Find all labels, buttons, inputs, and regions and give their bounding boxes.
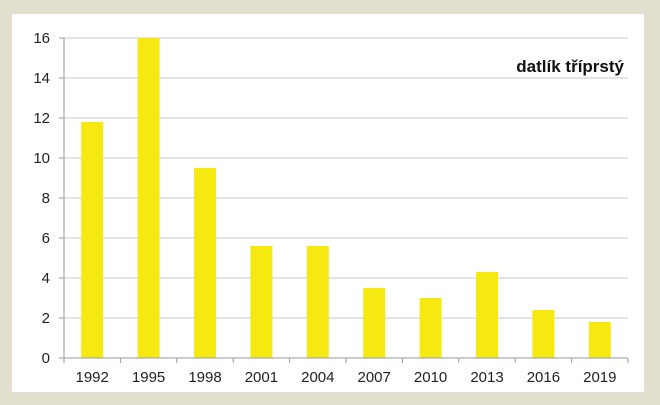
bars <box>81 38 611 358</box>
y-tick-label: 6 <box>42 230 50 247</box>
bar-chart: 0 2 4 6 8 10 12 14 16 1992 1995 1998 2001 2004 2007 20… <box>33 30 629 386</box>
bar-1998 <box>194 168 216 358</box>
y-tick-label: 16 <box>33 30 50 47</box>
bar-2001 <box>250 246 273 358</box>
y-tick-label: 0 <box>42 350 50 367</box>
bar-2019 <box>588 322 611 358</box>
x-tick-label: 2001 <box>245 369 278 386</box>
y-tick-label: 10 <box>33 150 50 167</box>
bar-2013 <box>476 272 498 358</box>
bar-2004 <box>306 246 329 358</box>
x-tick-label: 2007 <box>358 369 391 386</box>
x-tick-label: 2013 <box>470 369 503 386</box>
bar-2010 <box>419 298 442 358</box>
x-tick-label: 2010 <box>414 369 447 386</box>
x-tick-label: 2019 <box>583 369 616 386</box>
x-tick-label: 1995 <box>132 369 165 386</box>
y-tick-label: 8 <box>42 190 50 207</box>
bar-2007 <box>363 288 386 358</box>
x-tick-label: 1998 <box>188 369 221 386</box>
bar-1992 <box>81 122 104 358</box>
x-tick-label: 2004 <box>301 369 334 386</box>
y-tick-label: 2 <box>42 310 50 327</box>
x-tick-label: 2016 <box>527 369 560 386</box>
x-axis-ticks: 1992 1995 1998 2001 2004 2007 2010 2013 2016 2019 <box>63 358 629 386</box>
x-tick-label: 1992 <box>76 369 109 386</box>
y-axis-ticks: 0 2 4 6 8 10 12 14 16 <box>33 30 65 367</box>
y-tick-label: 14 <box>33 70 50 87</box>
bar-1995 <box>137 38 160 358</box>
chart-title: datlík tříprstý <box>516 57 624 76</box>
bar-2016 <box>532 310 555 358</box>
y-tick-label: 12 <box>33 110 50 127</box>
chart-panel: 0 2 4 6 8 10 12 14 16 1992 1995 1998 2001 2004 2007 20… <box>12 14 644 392</box>
y-tick-label: 4 <box>42 270 50 287</box>
